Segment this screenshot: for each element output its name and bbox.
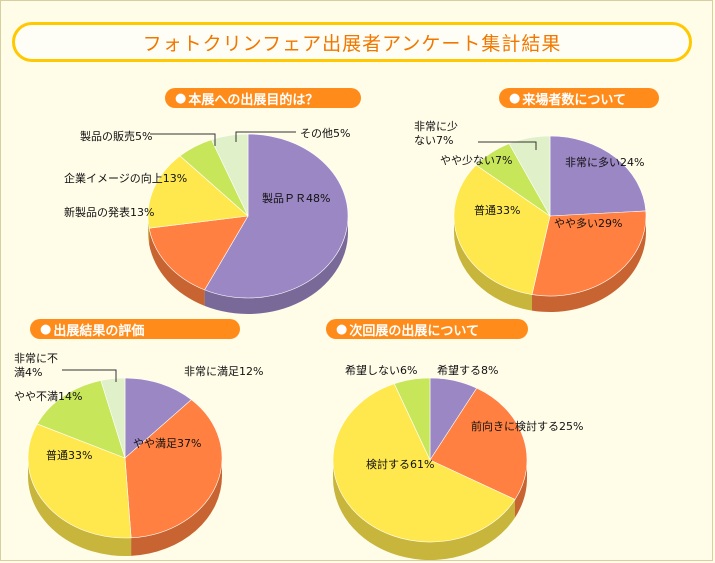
leader-line [478,141,537,150]
pie-slice [36,380,126,459]
slice-label: 非常に少ない7% [414,120,458,147]
pie-slice [147,155,249,229]
slice-label: 製品の販売5% [80,130,153,143]
section-heading-text: 出展結果の評価 [53,323,145,339]
bullet-icon: ● [175,90,187,106]
leader-line [62,369,117,382]
section-heading-next: ● 次回展の出展について [326,319,528,339]
slice-label: 希望しない6% [345,364,418,377]
section-heading-evaluation: ● 出展結果の評価 [30,319,240,339]
pie-slice [531,210,647,297]
slice-label: 普通33% [474,204,521,217]
pie-slice-side [131,458,222,556]
pie-slice [100,377,126,459]
pie-slice [453,164,551,295]
pie-slice [549,135,647,217]
section-heading-purpose: ● 本展への出展目的は？ [165,88,361,108]
slice-label: 企業イメージの向上13% [64,172,188,185]
pie-slice-side [454,216,533,311]
leader-line [235,131,296,142]
bullet-icon: ● [336,321,348,337]
pie-slice [332,383,516,543]
slice-label: 非常に満足12% [184,365,264,378]
pie-slice-side [532,216,646,312]
slice-label: 検討する61% [366,458,435,471]
pie-slice [508,135,551,218]
slice-label: 製品ＰＲ48% [262,192,331,205]
pie-slice-side [28,458,132,556]
pie-slice [27,423,132,539]
slice-label: 普通33% [46,449,93,462]
pie-slice [204,133,349,299]
bullet-icon: ● [509,90,521,106]
slice-label: 非常に不満4% [14,352,58,379]
pie-slice-side [204,216,348,314]
slice-label: 前向きに検討する25% [471,420,584,433]
pie-slice [124,399,223,539]
pie-slice [393,377,431,461]
slice-label: やや不満14% [14,390,83,403]
pie-slice [429,387,528,500]
slice-label: やや少ない7% [440,154,513,167]
slice-label: その他5% [300,127,351,140]
slice-label: やや満足37% [133,437,202,450]
section-heading-text: 本展への出展目的は？ [188,92,319,108]
section-heading-visitors: ● 来場者数について [499,88,659,108]
pie-slice-side [149,228,205,306]
slice-label: 新製品の発表13% [64,206,155,219]
section-heading-text: 来場者数について [522,92,626,108]
page-title: フォトクリンフェア出展者アンケート集計結果 [12,22,692,62]
leader-line [150,133,216,146]
section-heading-text: 次回展の出展について [349,323,479,339]
bullet-icon: ● [40,321,52,337]
slice-label: 希望する8% [437,364,499,377]
pie-slice [211,133,249,217]
pie-slice [148,215,249,291]
pie-slice [124,377,192,459]
slice-label: やや多い29% [554,217,623,230]
slice-label: 非常に多い24% [565,156,645,169]
